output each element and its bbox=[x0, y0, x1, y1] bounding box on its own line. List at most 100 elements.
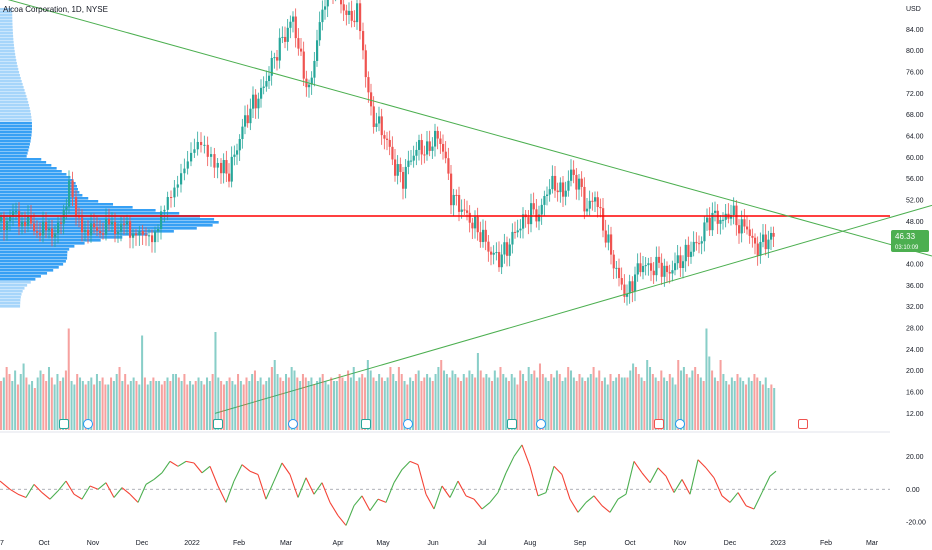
volume-bar bbox=[468, 370, 471, 430]
candle-body bbox=[570, 169, 573, 181]
volume-bar bbox=[132, 377, 135, 430]
volume-bar bbox=[527, 367, 530, 430]
earnings-marker[interactable] bbox=[798, 419, 808, 429]
candle-body bbox=[463, 209, 466, 211]
volume-bar bbox=[205, 377, 209, 430]
volume-bar bbox=[538, 363, 541, 430]
volume-bar bbox=[293, 370, 296, 430]
dividend-marker[interactable] bbox=[403, 419, 413, 429]
earnings-marker[interactable] bbox=[507, 419, 517, 429]
oscillator-segment bbox=[681, 479, 691, 495]
oscillator-segment bbox=[473, 498, 483, 510]
dividend-marker[interactable] bbox=[675, 419, 685, 429]
candle-body bbox=[663, 265, 666, 277]
volume-bar bbox=[53, 384, 56, 430]
oscillator-axis[interactable]: 20.00 0.00 -20.00 bbox=[906, 454, 926, 527]
dividend-marker[interactable] bbox=[536, 419, 546, 429]
oscillator-segment bbox=[409, 460, 419, 466]
candle-body bbox=[324, 6, 327, 10]
volume-bar bbox=[253, 370, 256, 430]
volume-bar bbox=[403, 381, 406, 430]
candle-body bbox=[84, 229, 87, 233]
volume-bar bbox=[220, 381, 223, 430]
volume-bar bbox=[90, 377, 93, 430]
volume-bar bbox=[493, 370, 496, 430]
candle-body bbox=[418, 140, 421, 150]
volume-bar bbox=[285, 374, 288, 430]
trendlines[interactable] bbox=[0, 0, 932, 414]
time-axis[interactable]: 7 Oct Nov Dec 2022 Feb Mar Apr May Jun Jul Aug Sep Oc… bbox=[0, 540, 879, 547]
price-tick-label: 76.00 bbox=[906, 70, 924, 77]
volume-bar bbox=[28, 384, 31, 430]
earnings-marker[interactable] bbox=[59, 419, 69, 429]
earnings-marker[interactable] bbox=[654, 419, 664, 429]
candle-body bbox=[27, 215, 30, 227]
dividend-marker[interactable] bbox=[288, 419, 298, 429]
dividend-marker[interactable] bbox=[83, 419, 93, 429]
candle-body bbox=[636, 263, 639, 275]
descending-trendline[interactable] bbox=[0, 0, 932, 257]
volume-bar bbox=[386, 377, 389, 430]
candle-body bbox=[166, 197, 169, 210]
earnings-marker[interactable] bbox=[213, 419, 223, 429]
candle-body bbox=[273, 57, 276, 59]
event-markers[interactable] bbox=[59, 419, 808, 429]
candle-body bbox=[759, 241, 762, 256]
price-tick-label: 60.00 bbox=[906, 155, 924, 162]
volume-bar bbox=[282, 381, 285, 430]
price-tag-bg bbox=[891, 230, 929, 252]
candle-body bbox=[278, 37, 281, 61]
oscillator-segment bbox=[17, 493, 27, 499]
volume-bar bbox=[355, 381, 358, 430]
volume-bar bbox=[208, 381, 211, 430]
volume-bar bbox=[649, 367, 652, 430]
oscillator-segment bbox=[457, 480, 467, 497]
oscillator-segment bbox=[193, 462, 203, 474]
volume-bar bbox=[307, 381, 310, 430]
volume-profile-bar bbox=[0, 11, 13, 14]
candle-body bbox=[743, 219, 746, 227]
candle-body bbox=[262, 86, 265, 88]
earnings-marker[interactable] bbox=[361, 419, 371, 429]
volume-bar bbox=[33, 388, 36, 430]
volume-bar bbox=[239, 381, 242, 430]
candle-body bbox=[57, 222, 60, 234]
volume-profile-bar bbox=[0, 23, 13, 26]
volume-bar bbox=[620, 377, 623, 430]
volume-bar bbox=[637, 374, 640, 430]
price-axis[interactable]: USD 84.00 80.00 76.00 72.00 68.00 64.00 60.00 5… bbox=[906, 6, 924, 418]
candle-body bbox=[610, 234, 613, 255]
volume-bar bbox=[301, 374, 304, 430]
price-pane[interactable] bbox=[0, 0, 932, 414]
oscillator-segment bbox=[49, 490, 59, 500]
candle-body bbox=[151, 235, 154, 243]
time-tick-label: Mar bbox=[280, 540, 293, 547]
volume-bar bbox=[19, 374, 22, 430]
candle-body bbox=[522, 214, 525, 229]
candle-body bbox=[700, 241, 703, 244]
oscillator-segment bbox=[345, 505, 355, 526]
ascending-trendline[interactable] bbox=[214, 204, 932, 414]
volume-bar bbox=[70, 381, 73, 430]
candle-body bbox=[305, 78, 308, 88]
volume-bar bbox=[129, 381, 132, 430]
volume-bar bbox=[237, 374, 240, 430]
volume-bar bbox=[561, 381, 564, 430]
candle-body bbox=[668, 272, 671, 274]
candle-body bbox=[730, 215, 733, 219]
price-tag-countdown: 03:10:09 bbox=[895, 245, 919, 251]
volume-profile-bar bbox=[0, 56, 16, 59]
volume-bar bbox=[756, 377, 759, 430]
candle-body bbox=[426, 141, 429, 155]
volume-bar bbox=[110, 377, 113, 430]
oscillator-segment bbox=[585, 495, 595, 503]
oscillator-segment bbox=[633, 461, 643, 474]
volume-bar bbox=[45, 381, 48, 430]
candle-body bbox=[666, 265, 669, 273]
candle-body bbox=[492, 252, 495, 255]
volume-bar bbox=[409, 377, 412, 430]
volume-profile-bar bbox=[0, 14, 13, 17]
volume-bar bbox=[716, 381, 719, 430]
volume-bar bbox=[739, 377, 742, 430]
